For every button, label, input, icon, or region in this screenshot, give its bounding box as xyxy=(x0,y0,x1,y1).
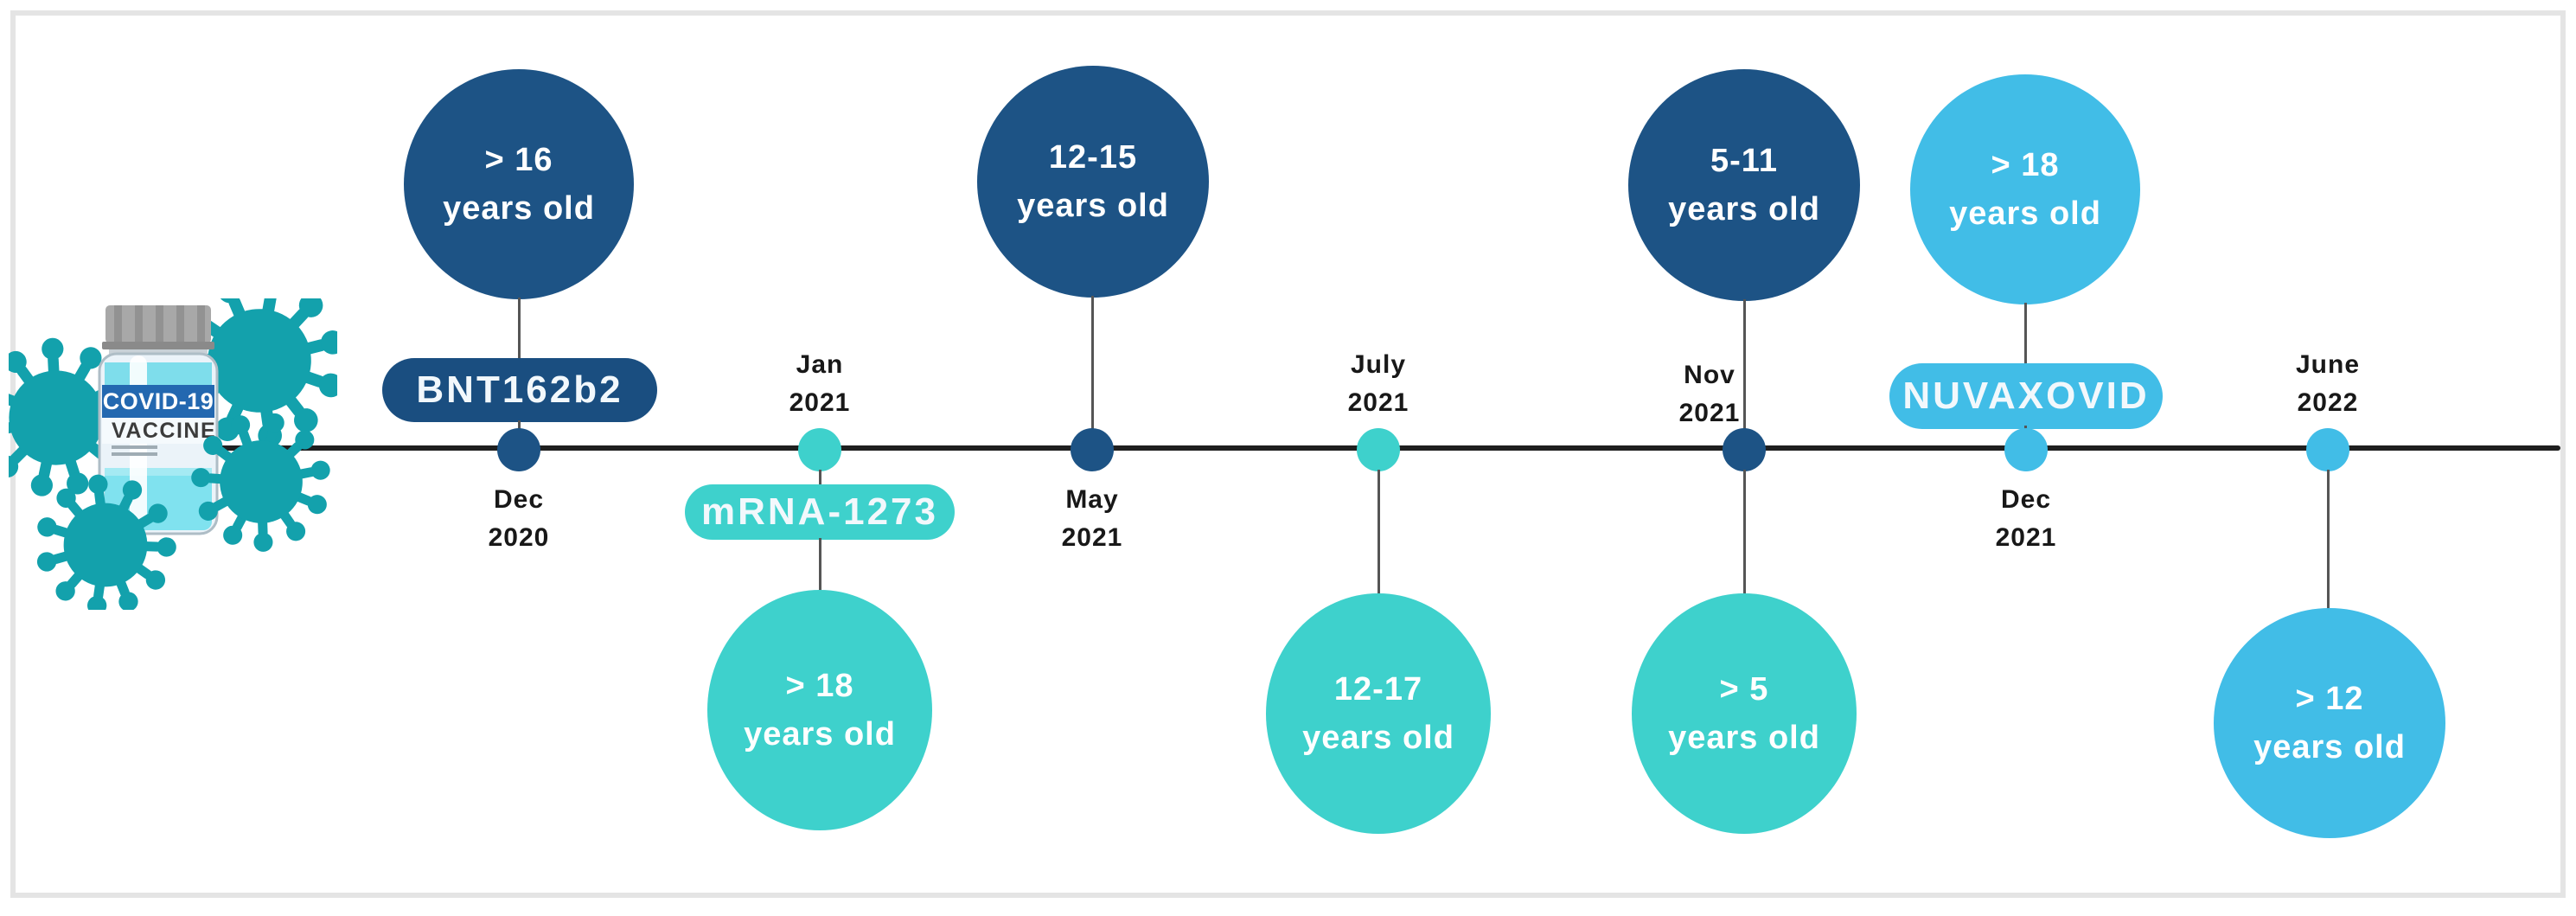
connector-line xyxy=(1743,299,1746,431)
date-label-june-2022: June 2022 xyxy=(2259,346,2397,422)
date-label-july-2021: July 2021 xyxy=(1309,346,1448,422)
vaccine-vial: COVID-19 VACCINE xyxy=(98,305,219,535)
date-month: Jan xyxy=(796,350,844,379)
age-circle-over18-sky-label: years old xyxy=(1949,195,2101,232)
age-circle-over16-range: > 16 xyxy=(484,142,553,178)
vaccine-pill-nuvaxovid-label: NUVAXOVID xyxy=(1902,375,2150,417)
connector-line xyxy=(2327,470,2330,610)
age-circle-12-17-range: 12-17 xyxy=(1333,671,1423,708)
age-circle-over18-teal: > 18 years old xyxy=(707,590,932,830)
age-circle-over5-range: > 5 xyxy=(1719,671,1769,708)
age-circle-5-11-range: 5-11 xyxy=(1710,143,1778,179)
vial-subtitle-text: VACCINE xyxy=(112,419,216,443)
date-month: Dec xyxy=(493,485,545,514)
date-label-dec-2020: Dec 2020 xyxy=(450,481,588,557)
age-circle-12-15-range: 12-15 xyxy=(1048,139,1138,176)
timeline-axis xyxy=(65,445,2560,451)
date-label-dec-2021: Dec 2021 xyxy=(1957,481,2095,557)
connector-line xyxy=(819,470,821,487)
connector-line xyxy=(1091,296,1094,431)
timeline-dot-nov-2021 xyxy=(1723,428,1766,471)
date-label-jan-2021: Jan 2021 xyxy=(751,346,889,422)
date-year: 2021 xyxy=(1061,523,1123,552)
age-circle-over16: > 16 years old xyxy=(404,69,634,299)
date-label-may-2021: May 2021 xyxy=(1023,481,1161,557)
vaccine-pill-bnt162b2: BNT162b2 xyxy=(382,358,657,422)
connector-line xyxy=(2024,303,2027,365)
age-circle-over16-label: years old xyxy=(443,190,595,227)
age-circle-over12-label: years old xyxy=(2253,729,2406,765)
age-circle-over18-sky-range: > 18 xyxy=(1991,147,2060,183)
age-circle-over18-label: years old xyxy=(744,716,896,753)
date-month: Nov xyxy=(1684,361,1735,389)
timeline-dot-june-2022 xyxy=(2306,428,2349,471)
date-year: 2022 xyxy=(2297,388,2359,417)
connector-line xyxy=(1743,470,1746,595)
age-circle-over12-range: > 12 xyxy=(2295,681,2364,717)
date-label-nov-2021: Nov 2021 xyxy=(1640,356,1779,432)
date-year: 2021 xyxy=(1678,399,1741,427)
age-circle-over18-range: > 18 xyxy=(785,668,854,704)
date-month: July xyxy=(1350,350,1407,379)
connector-line xyxy=(1377,470,1380,595)
date-month: May xyxy=(1065,485,1119,514)
date-month: Dec xyxy=(2000,485,2052,514)
vaccine-pill-nuvaxovid: NUVAXOVID xyxy=(1889,363,2163,429)
timeline-dot-dec-2021 xyxy=(2004,428,2048,471)
age-circle-over5: > 5 years old xyxy=(1632,593,1857,834)
vial-title-text: COVID-19 xyxy=(103,388,214,414)
age-circle-12-15: 12-15 years old xyxy=(977,66,1209,298)
age-circle-over12: > 12 years old xyxy=(2214,608,2445,838)
timeline-dot-may-2021 xyxy=(1071,428,1114,471)
connector-line xyxy=(518,298,521,360)
vaccine-pill-bnt162b2-label: BNT162b2 xyxy=(416,368,623,411)
date-month: June xyxy=(2295,350,2361,379)
timeline-dot-july-2021 xyxy=(1357,428,1400,471)
date-year: 2021 xyxy=(1995,523,2057,552)
age-circle-over5-label: years old xyxy=(1668,720,1820,756)
vaccine-pill-mrna-1273-label: mRNA-1273 xyxy=(701,490,938,533)
date-year: 2020 xyxy=(488,523,550,552)
age-circle-over18-sky: > 18 years old xyxy=(1910,74,2140,304)
connector-line xyxy=(518,420,521,432)
timeline-dot-dec-2020 xyxy=(497,428,540,471)
date-year: 2021 xyxy=(789,388,851,417)
vaccine-vial-virus-illustration: COVID-19 VACCINE xyxy=(9,298,337,610)
connector-line xyxy=(819,538,821,592)
age-circle-12-17: 12-17 years old xyxy=(1266,593,1491,834)
age-circle-5-11-label: years old xyxy=(1668,191,1820,227)
date-year: 2021 xyxy=(1347,388,1409,417)
age-circle-12-15-label: years old xyxy=(1017,188,1169,224)
age-circle-5-11: 5-11 years old xyxy=(1628,69,1860,301)
timeline-dot-jan-2021 xyxy=(798,428,841,471)
vaccine-pill-mrna-1273: mRNA-1273 xyxy=(685,484,955,540)
age-circle-12-17-label: years old xyxy=(1302,720,1454,756)
